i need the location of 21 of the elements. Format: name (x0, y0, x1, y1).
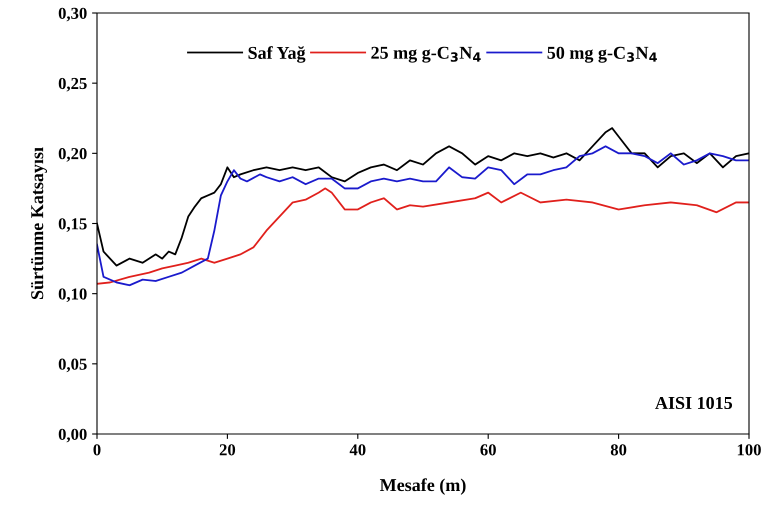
y-tick-label: 0,30 (58, 8, 87, 22)
x-tick-label: 100 (738, 444, 761, 456)
x-tick-label: 80 (610, 444, 626, 456)
line-series (97, 145, 749, 286)
y-tick-label: 0,00 (58, 428, 87, 442)
x-tick-label: 0 (93, 444, 101, 456)
annotation: AISI 1015 (655, 396, 732, 410)
legend-label: Saf Yağ (248, 46, 306, 63)
x-tick-label: 20 (220, 444, 236, 456)
x-axis-title: Mesafe (m) (380, 478, 466, 495)
y-tick-label: 0,05 (58, 358, 87, 372)
y-tick-label: 0,15 (58, 218, 87, 232)
legend-label: 50 mg g-C$_{3}$N$_{4}$ (548, 46, 657, 63)
y-axis-title: Sürtünme Katsayısı (31, 147, 47, 300)
y-tick-label: 0,25 (58, 78, 87, 92)
legend-label: 25 mg g-C$_{3}$N$_{4}$ (371, 46, 481, 63)
y-tick-label: 0,10 (58, 288, 87, 302)
x-tick-label: 40 (350, 444, 366, 456)
line-series (97, 188, 749, 285)
x-tick-label: 60 (480, 444, 496, 456)
y-tick-label: 0,20 (58, 148, 87, 162)
